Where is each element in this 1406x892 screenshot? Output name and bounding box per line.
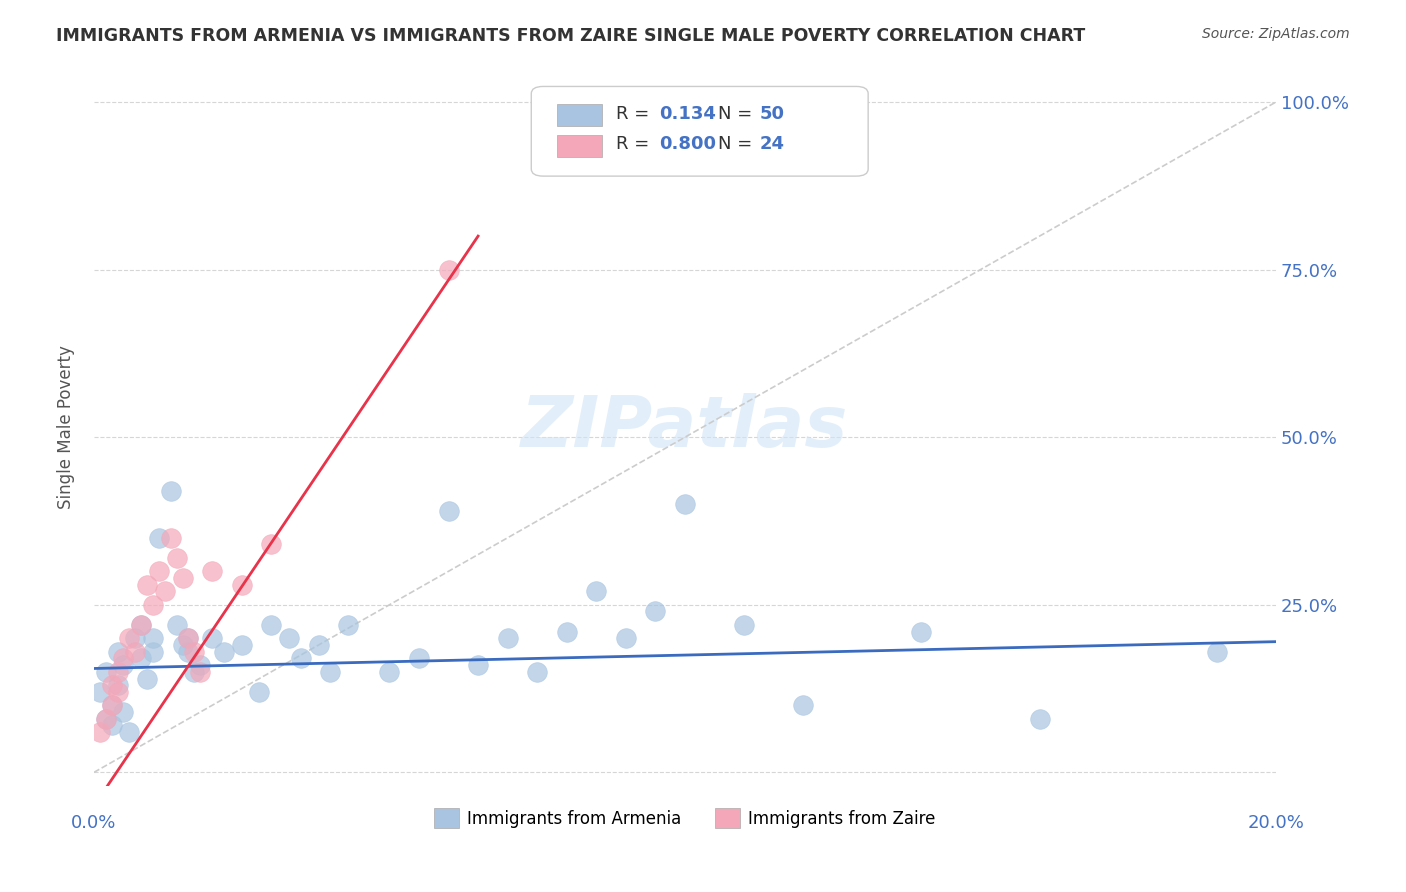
Point xyxy=(100,718,122,732)
Point xyxy=(148,531,170,545)
Point xyxy=(437,262,460,277)
Text: 24: 24 xyxy=(759,135,785,153)
Point xyxy=(526,665,548,679)
Point xyxy=(337,618,360,632)
Point xyxy=(614,632,637,646)
Point xyxy=(89,685,111,699)
Point xyxy=(142,645,165,659)
Point xyxy=(107,665,129,679)
Point xyxy=(555,624,578,639)
Point xyxy=(1028,712,1050,726)
Text: 20.0%: 20.0% xyxy=(1247,814,1305,832)
Point xyxy=(172,638,194,652)
Point xyxy=(231,638,253,652)
Point xyxy=(378,665,401,679)
Point xyxy=(183,665,205,679)
Point xyxy=(107,678,129,692)
Point xyxy=(437,504,460,518)
Point xyxy=(166,618,188,632)
Text: ZIPatlas: ZIPatlas xyxy=(522,392,849,462)
Point xyxy=(94,712,117,726)
Point xyxy=(183,645,205,659)
Point xyxy=(112,651,135,665)
Point xyxy=(136,672,159,686)
Point xyxy=(153,584,176,599)
Point xyxy=(100,698,122,713)
Point xyxy=(408,651,430,665)
Text: IMMIGRANTS FROM ARMENIA VS IMMIGRANTS FROM ZAIRE SINGLE MALE POVERTY CORRELATION: IMMIGRANTS FROM ARMENIA VS IMMIGRANTS FR… xyxy=(56,27,1085,45)
Point xyxy=(585,584,607,599)
Point xyxy=(249,685,271,699)
Text: 0.0%: 0.0% xyxy=(72,814,117,832)
Point xyxy=(278,632,301,646)
Text: N =: N = xyxy=(718,135,758,153)
Point xyxy=(308,638,330,652)
Point xyxy=(159,531,181,545)
Point xyxy=(107,685,129,699)
Point xyxy=(188,658,211,673)
Point xyxy=(644,605,666,619)
Point xyxy=(148,564,170,578)
Point xyxy=(118,725,141,739)
Point xyxy=(94,665,117,679)
Point xyxy=(100,678,122,692)
FancyBboxPatch shape xyxy=(557,136,602,157)
Point xyxy=(129,618,152,632)
Point xyxy=(467,658,489,673)
Point xyxy=(260,537,283,551)
Point xyxy=(118,632,141,646)
Point xyxy=(166,550,188,565)
Text: 0.800: 0.800 xyxy=(659,135,716,153)
Point xyxy=(188,665,211,679)
Text: Source: ZipAtlas.com: Source: ZipAtlas.com xyxy=(1202,27,1350,41)
Point xyxy=(290,651,312,665)
Y-axis label: Single Male Poverty: Single Male Poverty xyxy=(58,345,75,509)
Point xyxy=(136,577,159,591)
Text: R =: R = xyxy=(616,104,655,123)
Point xyxy=(319,665,342,679)
Point xyxy=(94,712,117,726)
Legend: Immigrants from Armenia, Immigrants from Zaire: Immigrants from Armenia, Immigrants from… xyxy=(427,801,942,835)
Point xyxy=(124,632,146,646)
Point xyxy=(177,645,200,659)
Point xyxy=(89,725,111,739)
Point xyxy=(673,497,696,511)
Point xyxy=(142,598,165,612)
Point xyxy=(129,651,152,665)
Text: R =: R = xyxy=(616,135,655,153)
Point xyxy=(129,618,152,632)
Point xyxy=(212,645,235,659)
Point xyxy=(124,645,146,659)
Point xyxy=(142,632,165,646)
Point xyxy=(792,698,814,713)
Point xyxy=(201,632,224,646)
Point xyxy=(910,624,932,639)
Point xyxy=(100,698,122,713)
FancyBboxPatch shape xyxy=(531,87,868,176)
Text: N =: N = xyxy=(718,104,758,123)
Point xyxy=(201,564,224,578)
Point xyxy=(107,645,129,659)
Point xyxy=(733,618,755,632)
Point xyxy=(112,658,135,673)
Point xyxy=(112,705,135,719)
Point xyxy=(172,571,194,585)
Point xyxy=(159,483,181,498)
Point xyxy=(1205,645,1227,659)
Text: 50: 50 xyxy=(759,104,785,123)
Point xyxy=(260,618,283,632)
Point xyxy=(177,632,200,646)
Point xyxy=(231,577,253,591)
Text: 0.134: 0.134 xyxy=(659,104,716,123)
Point xyxy=(177,632,200,646)
Point xyxy=(496,632,519,646)
FancyBboxPatch shape xyxy=(557,104,602,126)
